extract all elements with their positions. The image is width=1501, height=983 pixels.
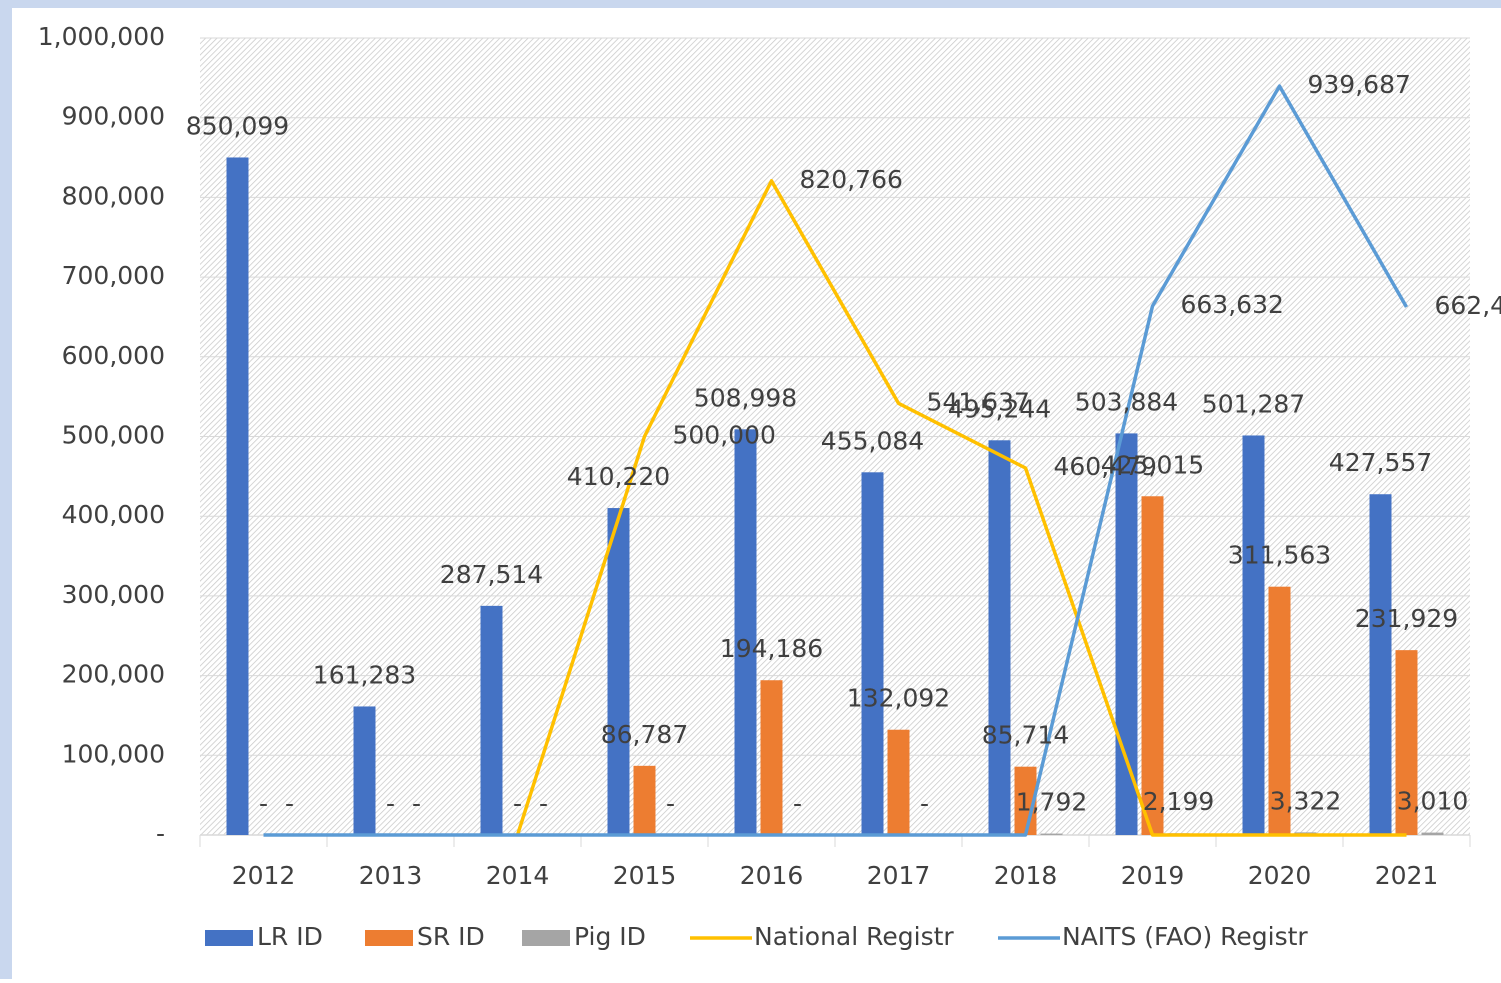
data-label: 541,637 — [927, 387, 1030, 416]
data-label: - — [793, 789, 802, 818]
data-label: 427,557 — [1329, 448, 1432, 477]
y-tick-label: 1,000,000 — [38, 22, 165, 51]
legend-label: LR ID — [257, 922, 323, 951]
data-label: - — [666, 789, 675, 818]
bar — [481, 606, 503, 835]
y-tick-label: 400,000 — [62, 500, 165, 529]
legend-label: National Registr — [754, 922, 954, 951]
legend-swatch — [365, 930, 413, 946]
data-label: - — [412, 789, 421, 818]
legend-label: NAITS (FAO) Registr — [1062, 922, 1308, 951]
data-label: - — [920, 789, 929, 818]
data-label: 820,766 — [800, 165, 903, 194]
bar — [989, 440, 1011, 835]
x-tick-label: 2018 — [994, 861, 1058, 890]
data-label: 410,220 — [567, 462, 670, 491]
y-tick-label: 900,000 — [62, 102, 165, 131]
data-label: - — [285, 789, 294, 818]
data-label: - — [259, 789, 268, 818]
data-label: 86,787 — [601, 720, 688, 749]
bar — [888, 730, 910, 835]
bar — [608, 508, 630, 835]
data-label: 501,287 — [1202, 389, 1305, 418]
x-tick-label: 2012 — [232, 861, 296, 890]
data-label: 850,099 — [186, 111, 289, 140]
bar — [862, 472, 884, 835]
legend-swatch — [522, 930, 570, 946]
y-tick-label: - — [156, 819, 165, 848]
bar — [1370, 494, 1392, 835]
bar — [1243, 435, 1265, 835]
data-label: 3,010 — [1397, 787, 1469, 816]
y-tick-label: 200,000 — [62, 660, 165, 689]
legend-swatch — [205, 930, 253, 946]
bar — [1041, 834, 1063, 835]
x-tick-label: 2015 — [613, 861, 677, 890]
data-label: 311,563 — [1228, 541, 1331, 570]
x-tick-label: 2017 — [867, 861, 931, 890]
data-label: 85,714 — [982, 721, 1069, 750]
legend-label: Pig ID — [574, 922, 646, 951]
x-tick-label: 2013 — [359, 861, 423, 890]
x-tick-label: 2016 — [740, 861, 804, 890]
data-label: - — [513, 789, 522, 818]
data-label: 460,479 — [1054, 452, 1157, 481]
data-label: 662,496 — [1435, 291, 1501, 320]
data-label: - — [539, 789, 548, 818]
data-label: 132,092 — [847, 684, 950, 713]
data-label: 939,687 — [1308, 70, 1411, 99]
bar — [1142, 496, 1164, 835]
data-label: 231,929 — [1355, 604, 1458, 633]
y-tick-label: 300,000 — [62, 580, 165, 609]
data-label: 455,084 — [821, 426, 924, 455]
legend-label: SR ID — [417, 922, 485, 951]
bar — [735, 429, 757, 835]
y-tick-label: 500,000 — [62, 421, 165, 450]
x-tick-label: 2019 — [1121, 861, 1185, 890]
data-label: 503,884 — [1075, 387, 1178, 416]
y-tick-label: 100,000 — [62, 739, 165, 768]
bar — [354, 706, 376, 835]
bar — [227, 157, 249, 835]
x-tick-label: 2020 — [1248, 861, 1312, 890]
data-label: 194,186 — [720, 634, 823, 663]
data-label: 2,199 — [1143, 787, 1215, 816]
data-label: 663,632 — [1181, 290, 1284, 319]
data-label: 508,998 — [694, 383, 797, 412]
data-label: 1,792 — [1016, 788, 1088, 817]
x-tick-label: 2014 — [486, 861, 550, 890]
data-label: 287,514 — [440, 560, 543, 589]
y-tick-label: 700,000 — [62, 261, 165, 290]
data-label: - — [386, 789, 395, 818]
bar — [634, 766, 656, 835]
y-tick-label: 600,000 — [62, 341, 165, 370]
x-tick-label: 2021 — [1375, 861, 1439, 890]
data-label: 161,283 — [313, 660, 416, 689]
bar — [1116, 433, 1138, 835]
bar — [761, 680, 783, 835]
data-label: 500,000 — [673, 421, 776, 450]
data-label: 3,322 — [1270, 786, 1342, 815]
y-tick-label: 800,000 — [62, 181, 165, 210]
bar — [1422, 833, 1444, 835]
